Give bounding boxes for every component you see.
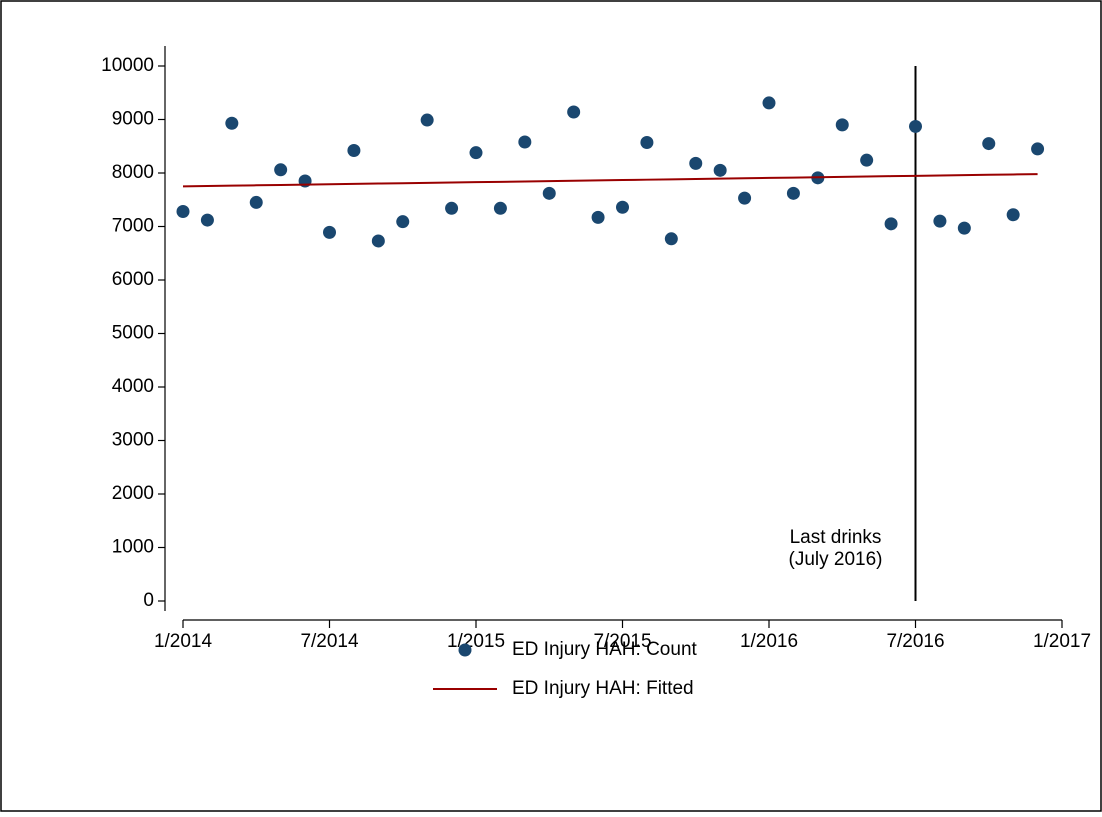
data-point	[909, 119, 922, 133]
fitted-line	[182, 173, 1038, 188]
x-tick-label: 7/2015	[593, 631, 651, 652]
data-point	[323, 225, 336, 239]
legend-marker	[458, 643, 472, 657]
data-point	[542, 186, 556, 200]
data-point	[176, 205, 190, 219]
data-point	[493, 201, 507, 215]
data-point	[616, 200, 629, 214]
y-tick-label: 7000	[112, 216, 154, 237]
data-point	[567, 105, 581, 119]
x-tick-label: 1/2015	[447, 631, 505, 652]
data-point	[274, 163, 288, 177]
data-point	[689, 156, 703, 170]
x-tick-label: 1/2014	[154, 631, 213, 652]
data-point	[884, 217, 898, 231]
y-tick-label: 4000	[112, 376, 154, 397]
data-point	[1031, 142, 1045, 156]
data-point	[469, 146, 483, 160]
x-tick-label: 1/2016	[740, 631, 798, 652]
legend-label: ED Injury HAH: Fitted	[512, 678, 694, 699]
y-tick-label: 2000	[112, 483, 154, 504]
legend-label: ED Injury HAH: Count	[512, 639, 698, 660]
x-tick-label: 7/2014	[300, 631, 359, 652]
annotation-text: (July 2016)	[789, 549, 883, 570]
data-point	[445, 201, 459, 215]
data-point	[371, 234, 385, 248]
data-point	[982, 137, 996, 151]
data-point	[420, 113, 434, 127]
data-point	[1006, 208, 1020, 222]
data-point	[396, 215, 410, 229]
data-point	[860, 153, 874, 167]
x-tick-label: 7/2016	[886, 631, 944, 652]
y-tick-label: 5000	[112, 323, 154, 344]
data-point	[200, 213, 214, 227]
data-point	[738, 191, 752, 205]
data-point	[786, 186, 800, 200]
y-tick-label: 10000	[101, 55, 154, 76]
data-point	[835, 118, 849, 132]
data-point	[249, 195, 263, 209]
data-point	[957, 221, 971, 235]
x-tick-label: 1/2017	[1033, 631, 1091, 652]
data-point	[664, 232, 678, 246]
y-tick-label: 9000	[112, 109, 154, 130]
y-tick-label: 6000	[112, 269, 154, 290]
data-point	[933, 214, 947, 228]
annotation-text: Last drinks	[790, 527, 882, 548]
data-point	[225, 116, 239, 130]
data-point	[591, 210, 605, 224]
y-tick-label: 1000	[112, 537, 154, 558]
y-tick-label: 3000	[112, 430, 154, 451]
y-tick-label: 8000	[112, 162, 154, 183]
data-point	[762, 96, 776, 110]
data-point	[347, 144, 361, 158]
y-tick-label: 0	[143, 590, 154, 611]
data-point	[713, 163, 727, 177]
data-point	[518, 135, 532, 149]
data-point	[640, 136, 654, 150]
